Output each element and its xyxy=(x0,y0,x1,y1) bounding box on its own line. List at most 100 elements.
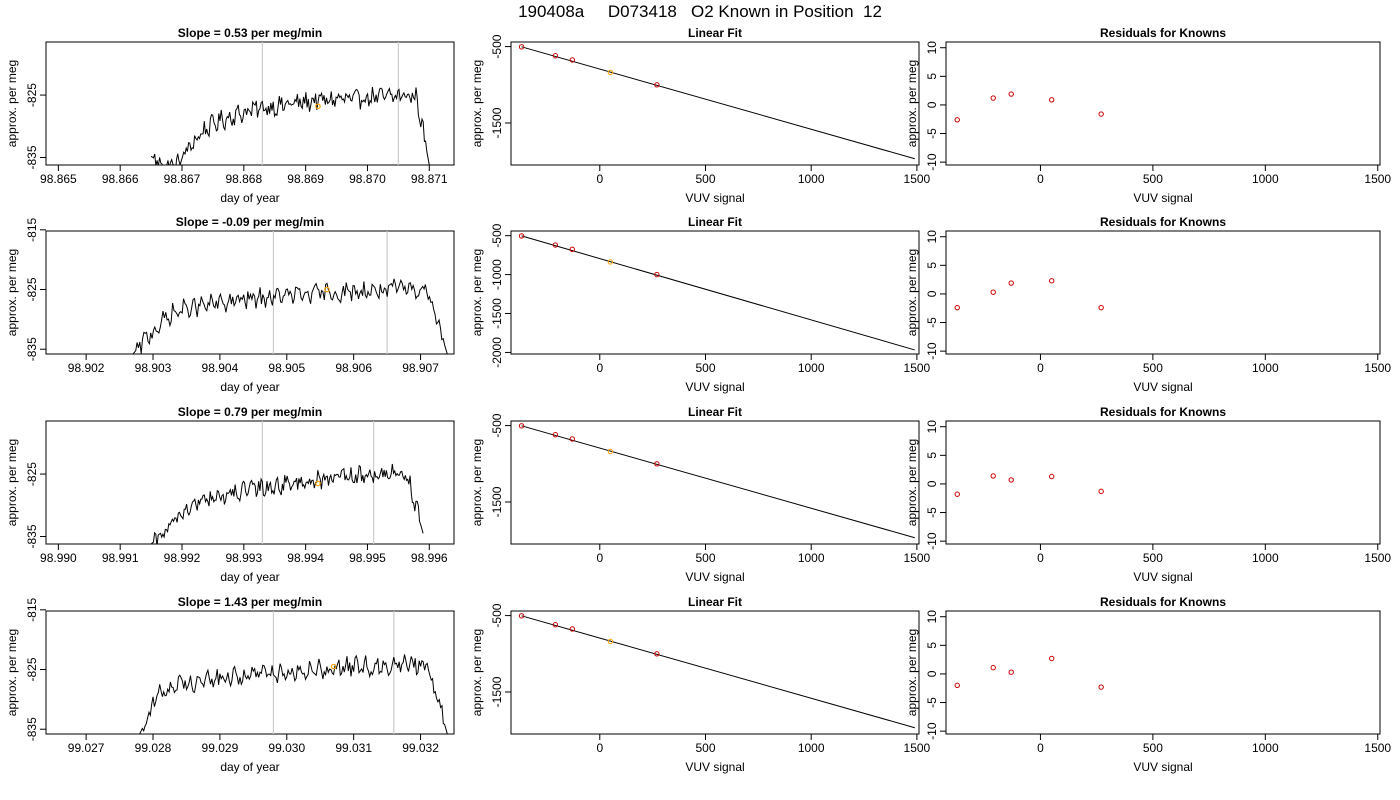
x-tick-label: 0 xyxy=(1037,551,1044,565)
x-tick-label: 0 xyxy=(1037,741,1044,755)
x-tick-label: 500 xyxy=(695,361,715,375)
y-tick-label: -835 xyxy=(25,145,39,169)
y-axis-label: approx. per meg xyxy=(470,439,484,526)
x-tick-label: 1500 xyxy=(1364,741,1391,755)
x-axis: 0 500 1000 1500 xyxy=(596,354,931,375)
x-tick-label: 99.029 xyxy=(202,741,239,755)
x-tick-label: 500 xyxy=(1143,172,1163,186)
residual-point xyxy=(1008,477,1014,483)
slope-title: Slope = 1.43 per meg/min xyxy=(178,595,322,609)
y-tick-label: 5 xyxy=(925,642,939,649)
y-tick-label: -500 xyxy=(490,223,504,247)
x-tick-label: 1000 xyxy=(1252,551,1279,565)
x-tick-label: 1000 xyxy=(798,551,825,565)
x-tick-label: 98.906 xyxy=(335,361,372,375)
known-point xyxy=(569,57,576,63)
x-tick-label: 1500 xyxy=(904,741,931,755)
y-tick-label: 0 xyxy=(925,101,939,108)
residual-point xyxy=(990,95,996,101)
x-tick-label: 1000 xyxy=(798,361,825,375)
x-tick-label: 1500 xyxy=(904,172,931,186)
y-tick-label: -500 xyxy=(490,34,504,58)
x-axis-label: VUV signal xyxy=(1133,760,1192,774)
y-tick-label: -835 xyxy=(25,717,39,741)
x-axis-label: day of year xyxy=(220,570,279,584)
fit-title: Linear Fit xyxy=(688,215,742,229)
x-axis: 0 500 1000 1500 xyxy=(1037,544,1391,565)
x-axis-label: VUV signal xyxy=(685,191,744,205)
highlight-marker xyxy=(330,663,337,670)
plot-box xyxy=(945,230,1381,355)
x-axis-label: VUV signal xyxy=(1133,191,1192,205)
x-tick-label: 0 xyxy=(596,361,603,375)
fit-title: Linear Fit xyxy=(688,26,742,40)
x-tick-label: 98.907 xyxy=(402,361,439,375)
y-tick-label: -825 xyxy=(25,657,39,681)
x-tick-label: 500 xyxy=(695,172,715,186)
x-tick-label: 0 xyxy=(1037,361,1044,375)
page-title: 190408a D073418 O2 Known in Position 12 xyxy=(518,2,882,21)
x-tick-label: 1500 xyxy=(904,551,931,565)
highlight-marker xyxy=(315,103,321,110)
signal-trace xyxy=(150,463,424,544)
y-axis-label: approx. per meg xyxy=(5,60,19,147)
y-tick-label: -10 xyxy=(925,342,939,360)
y-tick-label: 10 xyxy=(925,420,939,434)
residual-point xyxy=(1008,669,1014,675)
signal-trace xyxy=(150,86,430,165)
x-tick-label: 99.032 xyxy=(402,741,439,755)
panel-r3-c2: Residuals for Knowns 0 500 1000 1500 VUV sign… xyxy=(905,595,1391,774)
y-axis: 10 5 0 -5 -10 xyxy=(925,420,946,550)
y-axis: -825 -835 xyxy=(25,83,46,170)
plot-box xyxy=(510,610,920,735)
plot-box xyxy=(510,420,920,545)
y-tick-label: -1500 xyxy=(490,676,504,707)
fit-line xyxy=(521,425,915,539)
y-axis: -500 -1500 xyxy=(490,34,511,138)
slope-title: Slope = -0.09 per meg/min xyxy=(176,215,324,229)
y-tick-label: 0 xyxy=(925,670,939,677)
residual-point xyxy=(1048,473,1055,480)
x-axis-label: day of year xyxy=(220,380,279,394)
x-tick-label: 500 xyxy=(1143,361,1163,375)
slope-title: Slope = 0.79 per meg/min xyxy=(178,405,322,419)
known-point xyxy=(654,651,660,657)
y-axis: -500 -1500 xyxy=(490,603,511,707)
x-tick-label: 99.031 xyxy=(335,741,372,755)
y-tick-label: -500 xyxy=(490,413,504,437)
y-axis-label: approx. per meg xyxy=(905,439,919,526)
y-tick-label: 0 xyxy=(925,290,939,297)
y-axis: -815 -825 -835 xyxy=(25,597,46,741)
x-tick-label: 1000 xyxy=(798,741,825,755)
residual-point xyxy=(1048,97,1055,103)
x-axis: 98.902 98.903 98.904 98.905 98.906 98.907 xyxy=(68,354,439,375)
y-tick-label: -10 xyxy=(925,153,939,171)
residual-point xyxy=(1008,280,1014,286)
x-tick-label: 1500 xyxy=(1364,551,1391,565)
x-tick-label: 0 xyxy=(596,741,603,755)
x-tick-label: 98.902 xyxy=(68,361,105,375)
plot-box xyxy=(510,230,920,355)
y-tick-label: -1500 xyxy=(490,298,504,329)
x-axis-label: VUV signal xyxy=(1133,380,1192,394)
x-tick-label: 98.867 xyxy=(164,172,201,186)
highlight-point xyxy=(607,259,614,265)
y-tick-label: -10 xyxy=(925,532,939,550)
panel-r3-c1: Linear Fit 0 500 1000 1500 VUV signal -500 -150… xyxy=(470,595,931,774)
fit-title: Linear Fit xyxy=(688,405,742,419)
y-tick-label: -835 xyxy=(25,524,39,548)
y-tick-label: -1000 xyxy=(490,259,504,290)
known-point xyxy=(569,246,576,252)
x-axis: 0 500 1000 1500 xyxy=(1037,165,1391,186)
y-axis: -500 -1000 -1500 -2000 xyxy=(490,223,511,368)
residuals-title: Residuals for Knowns xyxy=(1100,26,1226,40)
y-axis-label: approx. per meg xyxy=(470,249,484,336)
plot-box xyxy=(45,610,455,735)
y-axis: 10 5 0 -5 -10 xyxy=(925,230,946,360)
x-tick-label: 98.992 xyxy=(164,551,201,565)
y-tick-label: -5 xyxy=(925,697,939,708)
x-tick-label: 98.905 xyxy=(268,361,305,375)
residual-point xyxy=(954,117,960,123)
